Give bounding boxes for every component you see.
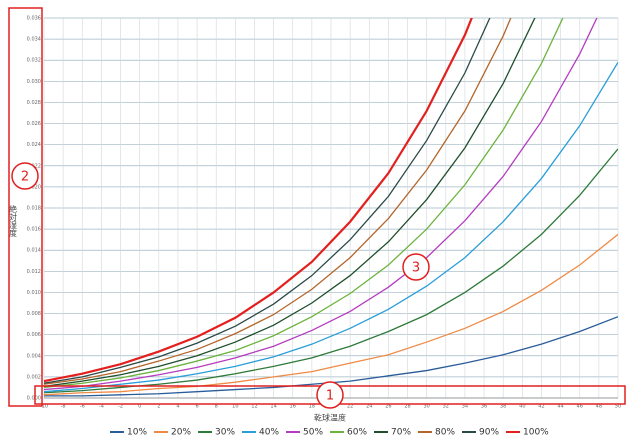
y-tick-label: 0.004: [27, 353, 41, 359]
x-tick-label: 18: [309, 404, 315, 410]
legend-label: 60%: [347, 428, 367, 438]
legend-label: 20%: [171, 428, 191, 438]
x-tick-label: 46: [577, 404, 583, 410]
annotation-label: 1: [326, 389, 334, 404]
y-tick-label: 0.024: [27, 142, 41, 148]
x-tick-label: -10: [40, 404, 48, 410]
y-tick-label: 0.012: [27, 269, 41, 275]
legend-label: 90%: [479, 428, 499, 438]
series-line: [44, 18, 564, 389]
legend-label: 100%: [523, 428, 549, 438]
annotation-box: [8, 7, 43, 407]
y-tick-label: 0.020: [27, 184, 41, 190]
y-axis-title: 絶対湿度: [9, 204, 18, 238]
x-tick-label: -8: [61, 404, 66, 410]
x-tick-label: -2: [118, 404, 123, 410]
series-line: [44, 18, 512, 385]
x-tick-label: 10: [232, 404, 238, 410]
y-tick-label: 0.030: [27, 79, 41, 85]
x-tick-label: 0: [138, 404, 141, 410]
y-tick-label: 0.018: [27, 206, 41, 212]
x-tick-label: 14: [270, 404, 276, 410]
x-tick-label: 40: [519, 404, 525, 410]
x-tick-label: 32: [443, 404, 449, 410]
x-tick-label: 2: [157, 404, 160, 410]
y-tick-label: 0.002: [27, 374, 41, 380]
annotation-label: 2: [21, 170, 29, 185]
y-tick-label: 0.036: [27, 16, 41, 22]
y-tick-label: 0.026: [27, 121, 41, 127]
x-tick-label: 6: [195, 404, 198, 410]
legend-label: 70%: [391, 428, 411, 438]
x-tick-label: 36: [481, 404, 487, 410]
x-tick-label: 26: [385, 404, 391, 410]
y-tick-label: 0.006: [27, 332, 41, 338]
series-line: [44, 61, 618, 393]
y-tick-label: 0.014: [27, 248, 41, 254]
x-tick-label: 16: [290, 404, 296, 410]
legend-label: 30%: [215, 428, 235, 438]
series-line: [44, 18, 536, 388]
y-tick-label: 0.010: [27, 290, 41, 296]
x-tick-label: -4: [99, 404, 104, 410]
x-tick-label: 8: [215, 404, 218, 410]
x-tick-label: 4: [176, 404, 179, 410]
series-line: [44, 18, 598, 391]
y-tick-label: 0.016: [27, 227, 41, 233]
annotation-marker: [402, 253, 430, 281]
series-line: [44, 18, 491, 384]
series-line: [44, 233, 618, 396]
x-tick-label: 44: [557, 404, 563, 410]
legend-label: 40%: [259, 428, 279, 438]
annotation-label: 3: [412, 261, 420, 276]
annotation-marker: [11, 162, 39, 190]
y-tick-label: 0.028: [27, 100, 41, 106]
x-tick-label: 22: [347, 404, 353, 410]
x-tick-label: 34: [462, 404, 468, 410]
legend-label: 50%: [303, 428, 323, 438]
legend-label: 10%: [127, 428, 147, 438]
x-tick-label: 28: [404, 404, 410, 410]
x-tick-label: 30: [423, 404, 429, 410]
x-tick-label: 48: [596, 404, 602, 410]
x-tick-label: 24: [366, 404, 372, 410]
y-tick-label: 0.032: [27, 58, 41, 64]
x-axis-title: 乾球温度: [314, 413, 346, 423]
x-tick-label: 38: [500, 404, 506, 410]
series-line: [44, 18, 473, 383]
y-tick-label: 0.008: [27, 311, 41, 317]
x-tick-label: 42: [538, 404, 544, 410]
annotation-marker: [316, 381, 344, 409]
y-tick-label: 0.000: [27, 396, 41, 402]
legend-label: 80%: [435, 428, 455, 438]
x-tick-label: 50: [615, 404, 621, 410]
y-tick-label: 0.034: [27, 37, 41, 43]
x-tick-label: 12: [251, 404, 257, 410]
x-tick-label: -6: [80, 404, 85, 410]
